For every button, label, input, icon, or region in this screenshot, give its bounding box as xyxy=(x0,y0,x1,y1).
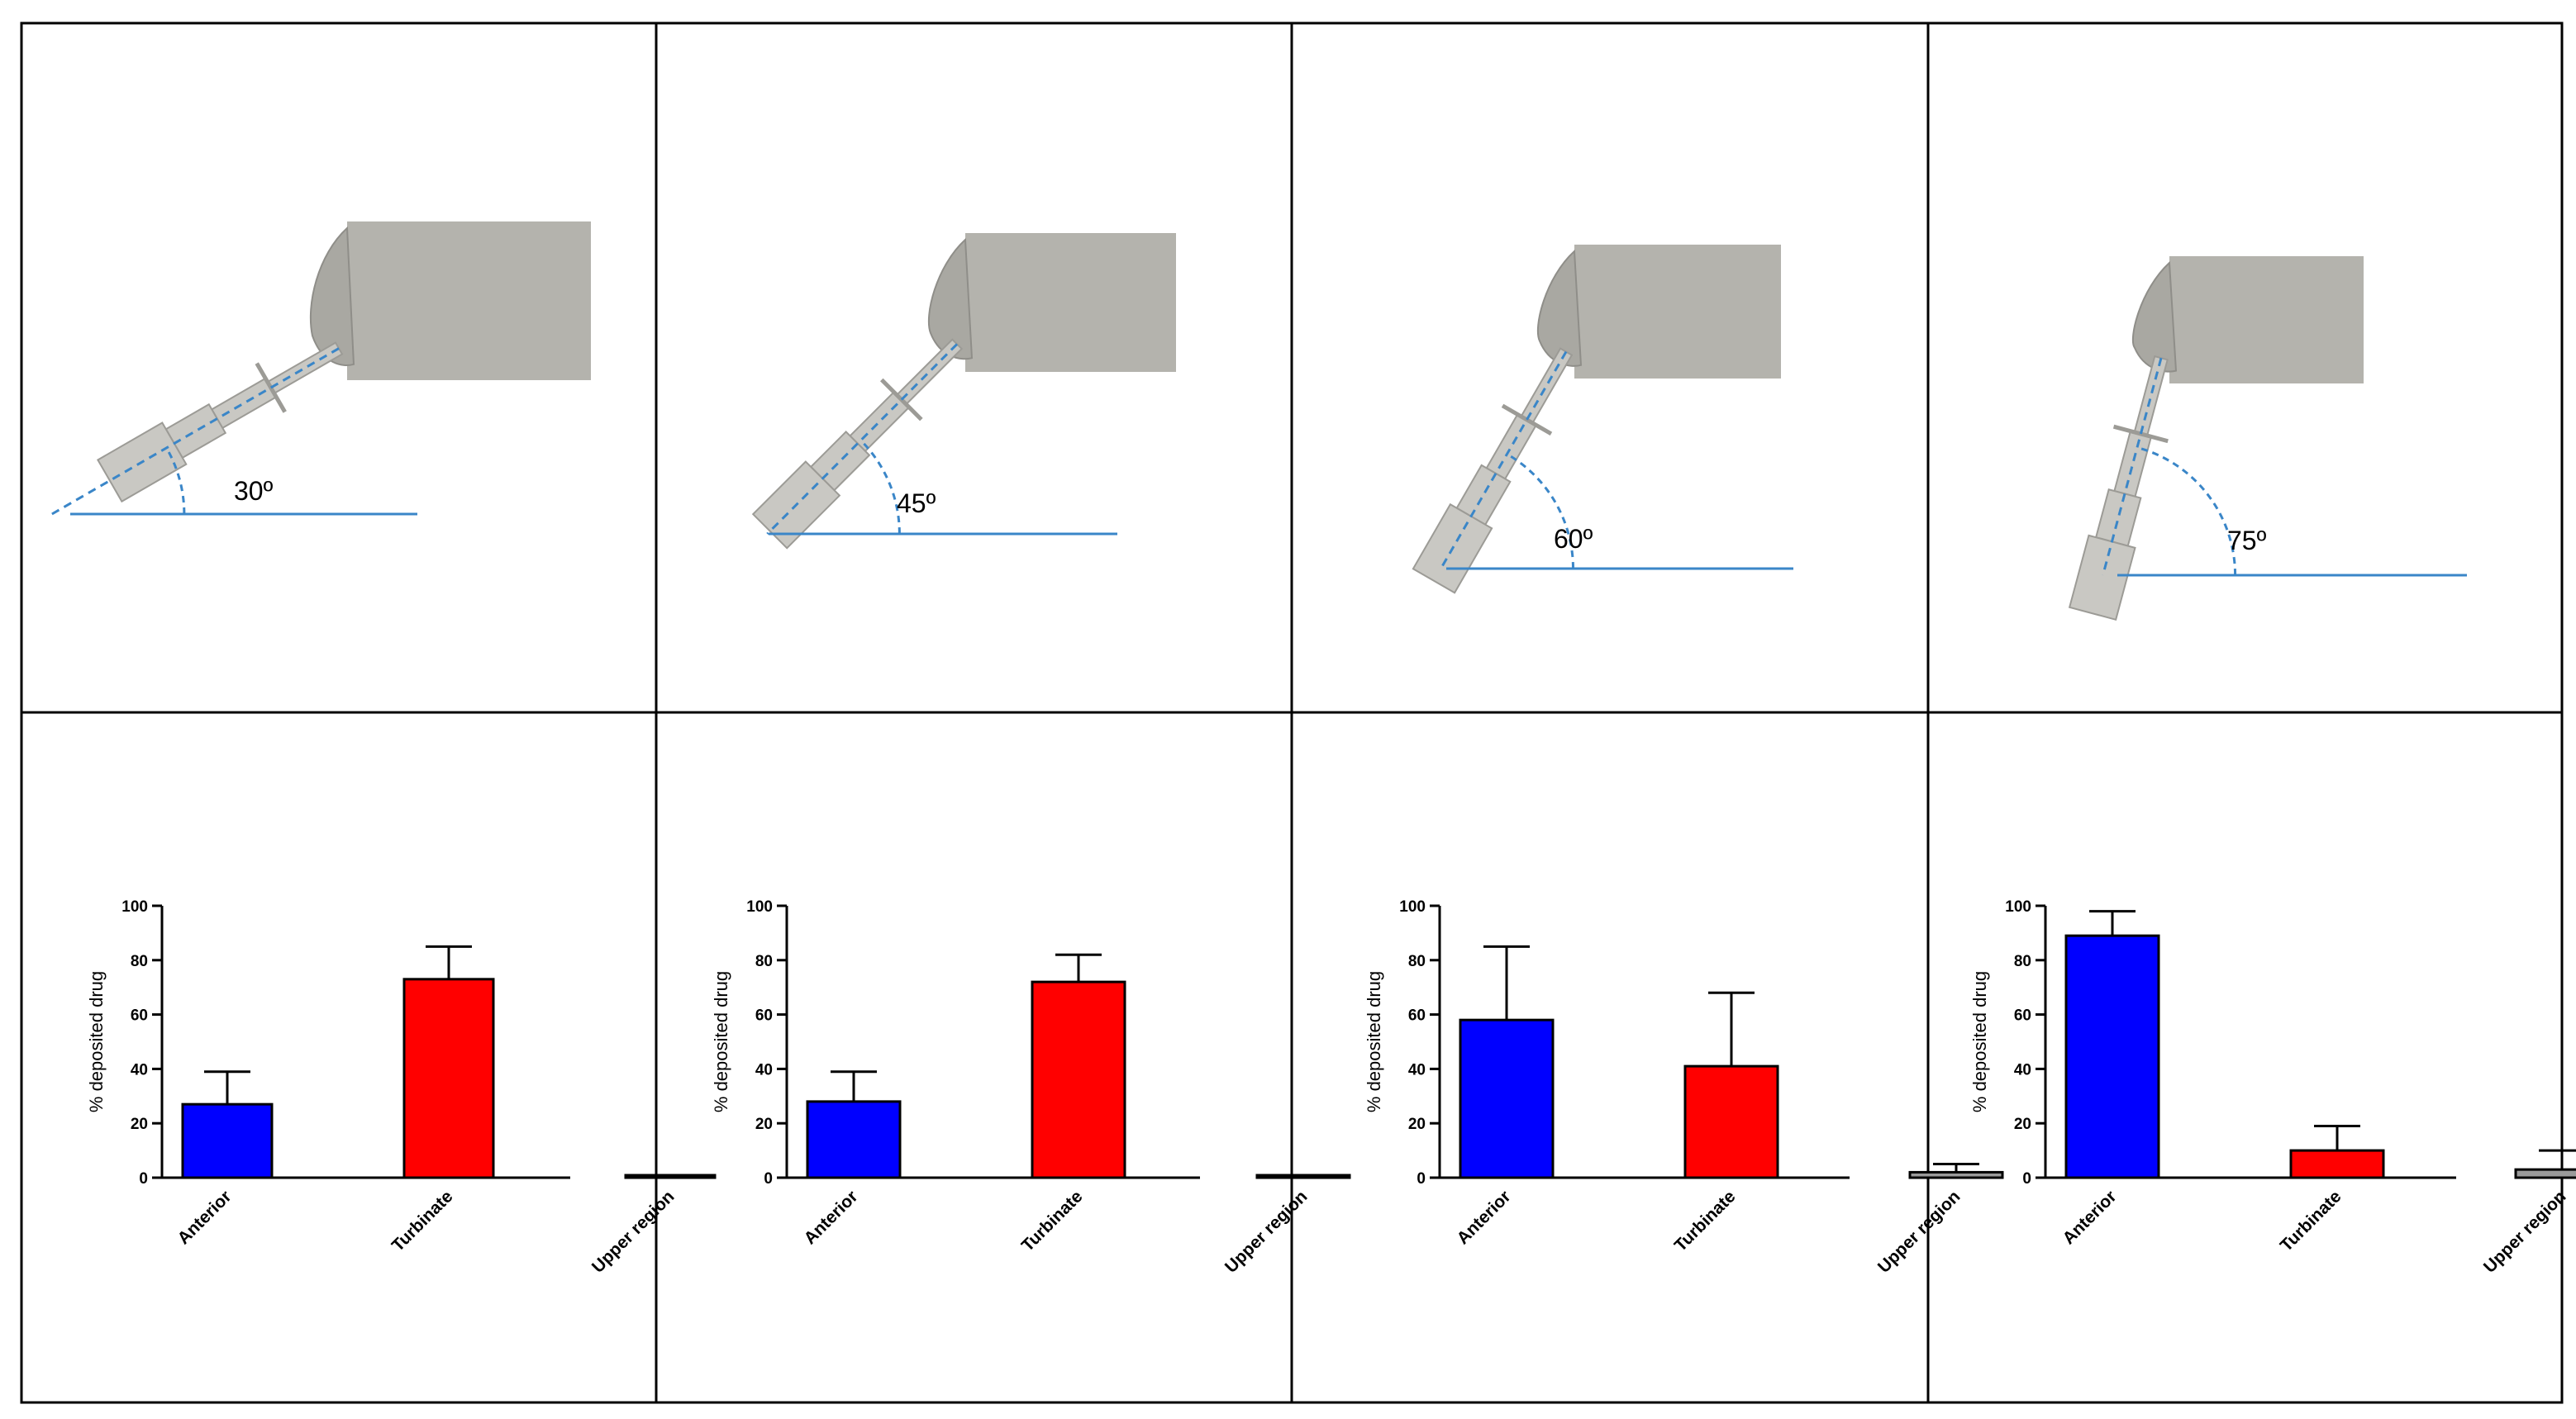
angle-label: 60º xyxy=(1554,524,1593,554)
nose-shape xyxy=(1536,249,1583,367)
head-block xyxy=(965,233,1176,372)
device-segment xyxy=(210,377,278,430)
y-tick-label: 20 xyxy=(1408,1116,1426,1133)
category-label: Upper region xyxy=(2480,1187,2570,1277)
y-tick-label: 80 xyxy=(755,953,773,970)
bar xyxy=(181,1102,274,1179)
device-angle-panels: 30º 45º 60º 75º xyxy=(51,221,2467,621)
y-tick-label: 40 xyxy=(755,1061,773,1079)
device-segment xyxy=(2094,488,2142,547)
y-axis-title: % deposited drug xyxy=(1969,971,1990,1112)
angle-arc xyxy=(165,447,186,515)
bar-chart: 0 20 40 60 80 100 % deposited drug Anterior Turb… xyxy=(1969,898,2576,1277)
y-tick-label: 0 xyxy=(2022,1170,2031,1188)
category-label: Turbinate xyxy=(2277,1187,2345,1255)
bar-chart: 0 20 40 60 80 100 % deposited drug Anterior Turb… xyxy=(711,898,1351,1277)
y-tick-label: 60 xyxy=(2014,1007,2031,1025)
y-tick-label: 60 xyxy=(755,1007,773,1025)
y-tick-label: 60 xyxy=(1408,1007,1426,1025)
deposition-charts: 0 20 40 60 80 100 % deposited drug Anterior Turb… xyxy=(86,898,2576,1277)
y-tick-label: 20 xyxy=(755,1116,773,1133)
bar xyxy=(806,1100,902,1179)
category-label: Anterior xyxy=(801,1187,862,1248)
y-tick-label: 0 xyxy=(139,1170,148,1188)
nose-shape xyxy=(927,237,974,360)
device-axis-dashed xyxy=(2102,357,2163,576)
y-tick-label: 40 xyxy=(2014,1061,2031,1079)
category-label: Upper region xyxy=(1221,1187,1312,1277)
head-block xyxy=(1574,245,1781,379)
device-panel: 60º xyxy=(1412,245,1793,594)
device-panel: 30º xyxy=(51,221,591,516)
bar xyxy=(402,978,495,1179)
device-segment xyxy=(2113,430,2153,498)
y-tick-label: 40 xyxy=(131,1061,148,1079)
angle-label: 45º xyxy=(897,488,936,518)
device-segment xyxy=(2068,534,2136,621)
device-axis-dashed xyxy=(766,343,959,536)
y-axis-title: % deposited drug xyxy=(711,971,731,1112)
nose-shape xyxy=(309,226,355,366)
y-tick-label: 80 xyxy=(2014,953,2031,970)
y-tick-label: 100 xyxy=(121,898,148,916)
angle-arc xyxy=(1506,453,1574,569)
category-label: Anterior xyxy=(174,1187,236,1248)
bar xyxy=(1459,1018,1555,1179)
bar-chart: 0 20 40 60 80 100 % deposited drug Anterior Turb… xyxy=(86,898,717,1277)
y-tick-label: 80 xyxy=(1408,953,1426,970)
y-tick-label: 100 xyxy=(1399,898,1426,916)
device-panel: 75º xyxy=(2068,256,2467,621)
category-label: Anterior xyxy=(2059,1187,2121,1248)
y-tick-label: 80 xyxy=(131,953,148,970)
bar xyxy=(2064,934,2160,1179)
category-label: Turbinate xyxy=(388,1187,457,1255)
bar xyxy=(2289,1149,2385,1179)
bar xyxy=(2514,1168,2576,1179)
bar xyxy=(1683,1064,1779,1179)
bar xyxy=(1031,980,1126,1179)
nose-shape xyxy=(2131,260,2178,373)
y-tick-label: 40 xyxy=(1408,1061,1426,1079)
y-tick-label: 0 xyxy=(764,1170,773,1188)
y-tick-label: 100 xyxy=(746,898,773,916)
category-label: Turbinate xyxy=(1671,1187,1740,1255)
head-block xyxy=(347,221,591,380)
category-label: Upper region xyxy=(588,1187,679,1277)
bar-chart: 0 20 40 60 80 100 % deposited drug Anterior Turb… xyxy=(1364,898,2004,1277)
angle-label: 30º xyxy=(234,476,274,506)
y-tick-label: 20 xyxy=(131,1116,148,1133)
device-segment xyxy=(2133,355,2169,437)
device-panel: 45º xyxy=(751,233,1176,550)
y-tick-label: 60 xyxy=(131,1007,148,1025)
category-label: Upper region xyxy=(1874,1187,1964,1277)
y-tick-label: 0 xyxy=(1417,1170,1426,1188)
y-axis-title: % deposited drug xyxy=(86,971,107,1112)
head-block xyxy=(2169,256,2364,383)
y-axis-title: % deposited drug xyxy=(1364,971,1384,1112)
device-segment xyxy=(1485,413,1538,480)
angle-arc xyxy=(2136,446,2237,576)
angle-arc xyxy=(859,439,901,535)
category-label: Anterior xyxy=(1454,1187,1515,1248)
y-tick-label: 20 xyxy=(2014,1116,2031,1133)
angle-label: 75º xyxy=(2227,526,2267,555)
category-label: Turbinate xyxy=(1018,1187,1087,1255)
y-tick-label: 100 xyxy=(2005,898,2031,916)
bar xyxy=(1908,1170,2004,1179)
